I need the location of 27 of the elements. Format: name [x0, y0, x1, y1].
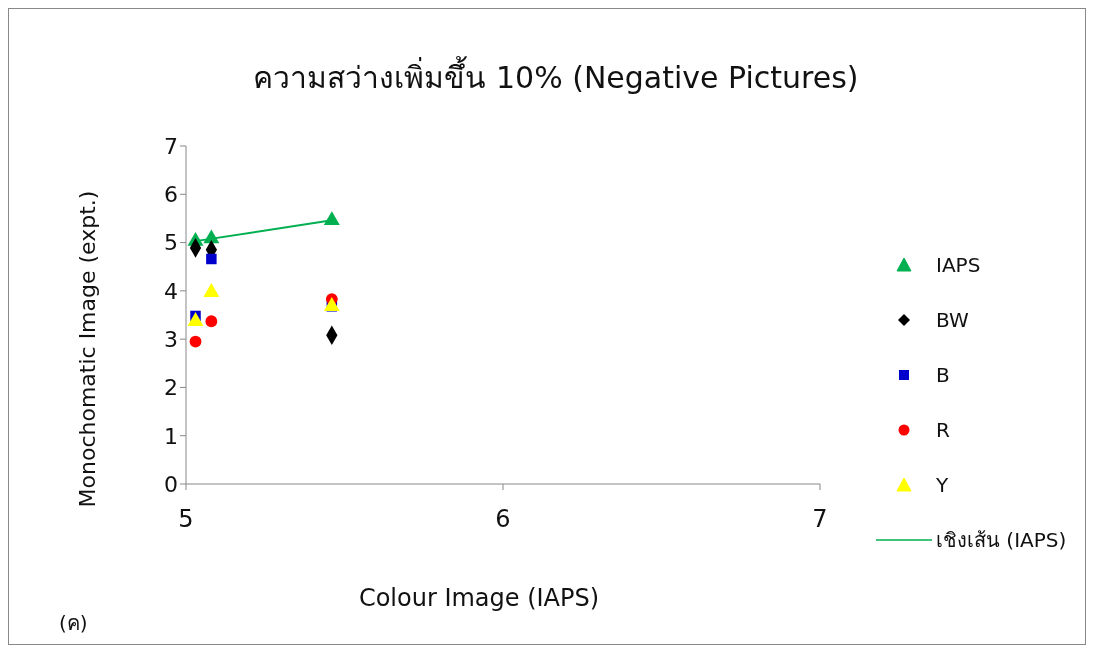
point: [203, 283, 220, 297]
text: (ค): [59, 610, 88, 637]
y-tick-label: 7: [164, 133, 178, 159]
x-axis-title: Colour Image (IAPS): [357, 584, 601, 612]
legend-label: Y: [936, 472, 949, 497]
point: [203, 229, 220, 244]
x-tick-label: 6: [495, 505, 511, 534]
y-tick-label: 0: [164, 471, 178, 497]
x-tick-label: 7: [812, 505, 828, 534]
point: [206, 253, 217, 265]
y-tick-label: 5: [164, 230, 178, 256]
point: [189, 335, 202, 348]
legend-label: IAPS: [936, 252, 981, 277]
y-tick-label: 1: [164, 423, 178, 449]
legend-label: R: [936, 417, 950, 442]
y-tick-label: 6: [164, 182, 178, 208]
y-axis-title: Monochomatic Image (expt.): [74, 190, 100, 508]
chart-title: ความสว่างเพิ่มขึ้น 10% (Negative Pictures): [252, 55, 860, 97]
y-tick-label: 4: [164, 278, 178, 304]
legend-label: B: [936, 362, 950, 387]
legend-label: BW: [936, 307, 969, 332]
y-tick-label: 2: [164, 375, 178, 401]
point: [323, 297, 340, 311]
y-tick-label: 3: [164, 326, 178, 352]
legend-label: เชิงเส้น (IAPS): [936, 526, 1067, 554]
point: [323, 211, 340, 225]
point: [205, 315, 218, 328]
